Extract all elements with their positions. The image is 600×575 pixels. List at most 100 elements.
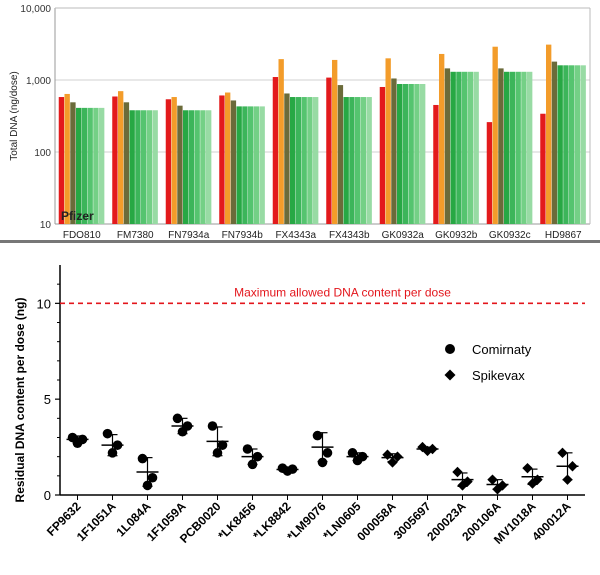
bar	[165, 99, 172, 224]
x-tick-label: FN7934a	[168, 230, 210, 240]
bar	[557, 65, 563, 224]
y-tick-label: 1,000	[26, 76, 51, 87]
bar	[117, 91, 124, 224]
bar	[574, 65, 581, 224]
bar	[396, 83, 403, 224]
bar	[64, 93, 70, 224]
bar	[272, 77, 279, 224]
data-point-circle	[207, 421, 218, 431]
bar	[355, 97, 361, 224]
data-point-diamond	[457, 480, 468, 491]
bar	[545, 44, 552, 224]
bar	[206, 110, 212, 224]
bar	[509, 71, 516, 224]
bar	[188, 110, 195, 224]
data-point-circle	[72, 438, 83, 449]
data-point-diamond	[382, 449, 393, 460]
bar	[81, 107, 88, 224]
reference-line-label: Maximum allowed DNA content per dose	[234, 285, 451, 299]
bar	[58, 97, 65, 224]
data-point-diamond	[487, 474, 498, 485]
x-tick-label: GK0932b	[435, 230, 478, 240]
bar	[87, 107, 93, 224]
x-tick-label: FDO810	[63, 230, 101, 240]
bar	[278, 59, 284, 224]
data-point-diamond	[422, 445, 433, 457]
bar	[289, 97, 296, 224]
total-dna-bar-chart: 10 100 1,000 10,000 Total DNA (ng/dose) FDO81…	[0, 0, 600, 241]
x-tick-label: FX4343b	[329, 230, 370, 240]
bar	[462, 71, 468, 224]
legend-marker-circle	[445, 344, 455, 354]
data-point-diamond	[427, 443, 438, 455]
y-tick-label: 10	[40, 220, 52, 231]
bar	[379, 86, 386, 224]
bar	[473, 71, 479, 224]
bar	[242, 106, 248, 224]
data-point-circle	[107, 448, 118, 458]
residual-dna-scatter-chart-svg: 0 5 10 Residual DNA content per dose (ng) Ma…	[13, 265, 585, 547]
bar	[467, 71, 474, 224]
total-dna-bar-chart-svg: 10 100 1,000 10,000 Total DNA (ng/dose) FDO81…	[9, 4, 591, 241]
bar	[385, 58, 391, 225]
x-tick-label: 1F1051A	[74, 499, 119, 544]
x-tick-label: 000058A	[354, 499, 399, 544]
bar	[486, 122, 493, 224]
bar	[146, 110, 153, 224]
x-tick-label: 400012A	[529, 499, 574, 544]
bar	[200, 110, 206, 224]
bar	[230, 100, 237, 224]
bar	[492, 46, 498, 225]
legend-label: Comirnaty	[472, 342, 532, 357]
data-point-circle	[177, 426, 188, 437]
data-point-diamond	[522, 462, 533, 474]
bar	[177, 105, 183, 224]
x-tick-label: FN7934b	[222, 230, 264, 240]
data-point-circle	[322, 448, 333, 458]
chart-annotation: Pfizer	[61, 209, 94, 223]
data-point-circle	[247, 459, 258, 470]
data-point-diamond	[527, 478, 538, 489]
bar	[551, 61, 558, 225]
bar	[503, 71, 510, 224]
data-point-circle	[317, 457, 328, 468]
bar	[219, 95, 225, 224]
bar	[182, 110, 189, 224]
bar	[391, 78, 397, 225]
bar	[313, 97, 319, 224]
data-point-circle	[172, 413, 183, 424]
bar	[141, 110, 147, 224]
bar	[331, 59, 338, 224]
bar	[580, 65, 586, 224]
x-tick-label: GK0932c	[489, 230, 531, 240]
bar	[527, 71, 533, 224]
bar	[438, 53, 445, 224]
x-tick-label: GK0932a	[382, 230, 425, 240]
y-tick-label: 0	[44, 488, 51, 503]
bar	[194, 110, 200, 224]
data-point-circle	[212, 448, 223, 458]
bar	[123, 102, 130, 224]
bar	[433, 104, 439, 224]
bar	[236, 106, 242, 224]
bar	[326, 77, 332, 224]
bar	[135, 110, 141, 224]
bar	[171, 97, 177, 224]
data-point-diamond	[492, 484, 503, 495]
bar	[129, 110, 135, 224]
bar	[515, 71, 521, 224]
bar	[99, 107, 105, 224]
data-point-circle	[282, 466, 293, 476]
bar	[253, 106, 260, 224]
bar	[366, 97, 372, 224]
bar	[569, 65, 575, 224]
bar	[70, 102, 76, 224]
bar	[224, 92, 231, 224]
data-point-diamond	[567, 461, 578, 472]
bar	[248, 106, 254, 224]
data-point-diamond	[387, 457, 398, 468]
data-point-circle	[142, 480, 153, 491]
bar	[444, 68, 451, 224]
bar	[337, 85, 344, 224]
legend-label: Spikevax	[472, 368, 525, 383]
